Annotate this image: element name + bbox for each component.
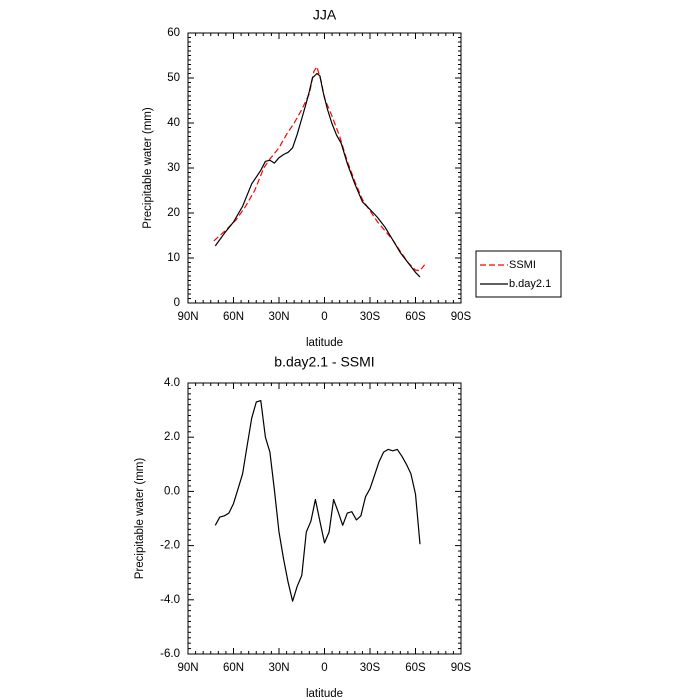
y-tick-label: 0.0: [164, 485, 180, 497]
chart-title: JJA: [313, 7, 337, 23]
x-tick-label: 60S: [405, 311, 426, 323]
y-axis-label: Precipitable water (mm): [134, 458, 146, 580]
legend: SSMI b.day2.1: [475, 250, 562, 298]
y-axis-label: Precipitable water (mm): [142, 107, 154, 229]
x-tick-label: 30S: [360, 311, 381, 323]
legend-box: [475, 250, 562, 298]
y-tick-label: 4.0: [164, 377, 180, 389]
x-tick-label: 30N: [268, 311, 289, 323]
y-tick-label: 2.0: [164, 431, 180, 443]
legend-entry-label: SSMI: [509, 259, 536, 271]
y-tick-label: 30: [167, 162, 180, 174]
series-line-difference: [214, 400, 421, 602]
y-tick-label: 0: [174, 297, 180, 309]
x-tick-label: 90N: [177, 311, 198, 323]
panel-jja: JJA 90N 60N 30N 0 30S 60S 90S 0 10 20 30 40 50 60 latit…: [142, 7, 562, 349]
legend-entry-label: b.day2.1: [509, 278, 551, 290]
y-tick-label: -4.0: [160, 594, 180, 606]
plot-frame: [187, 382, 462, 655]
x-tick-label: 90S: [451, 662, 472, 674]
x-axis-label: latitude: [306, 688, 343, 700]
y-tick-label: 60: [167, 27, 180, 39]
panel-difference: b.day2.1 - SSMI 90N 60N 30N 0 30S 60S 90S -6.0 -4…: [134, 354, 472, 700]
y-tick-label: 20: [167, 207, 180, 219]
x-tick-label: 0: [321, 311, 327, 323]
chart-title: b.day2.1 - SSMI: [274, 354, 374, 370]
x-tick-label: 90N: [177, 662, 198, 674]
y-tick-label: -2.0: [160, 540, 180, 552]
y-tick-label: 50: [167, 72, 180, 84]
x-tick-label: 60S: [405, 662, 426, 674]
x-tick-label: 60N: [223, 311, 244, 323]
y-tick-label: 40: [167, 117, 180, 129]
y-tick-label: 10: [167, 252, 180, 264]
x-tick-label: 90S: [451, 311, 472, 323]
plot-frame: [187, 32, 462, 304]
series-line-b-day2-1: [214, 72, 421, 278]
x-tick-label: 30S: [360, 662, 381, 674]
x-tick-label: 0: [321, 662, 327, 674]
x-tick-label: 60N: [223, 662, 244, 674]
y-tick-label: -6.0: [160, 648, 180, 660]
x-tick-label: 30N: [268, 662, 289, 674]
x-axis-label: latitude: [306, 337, 343, 349]
